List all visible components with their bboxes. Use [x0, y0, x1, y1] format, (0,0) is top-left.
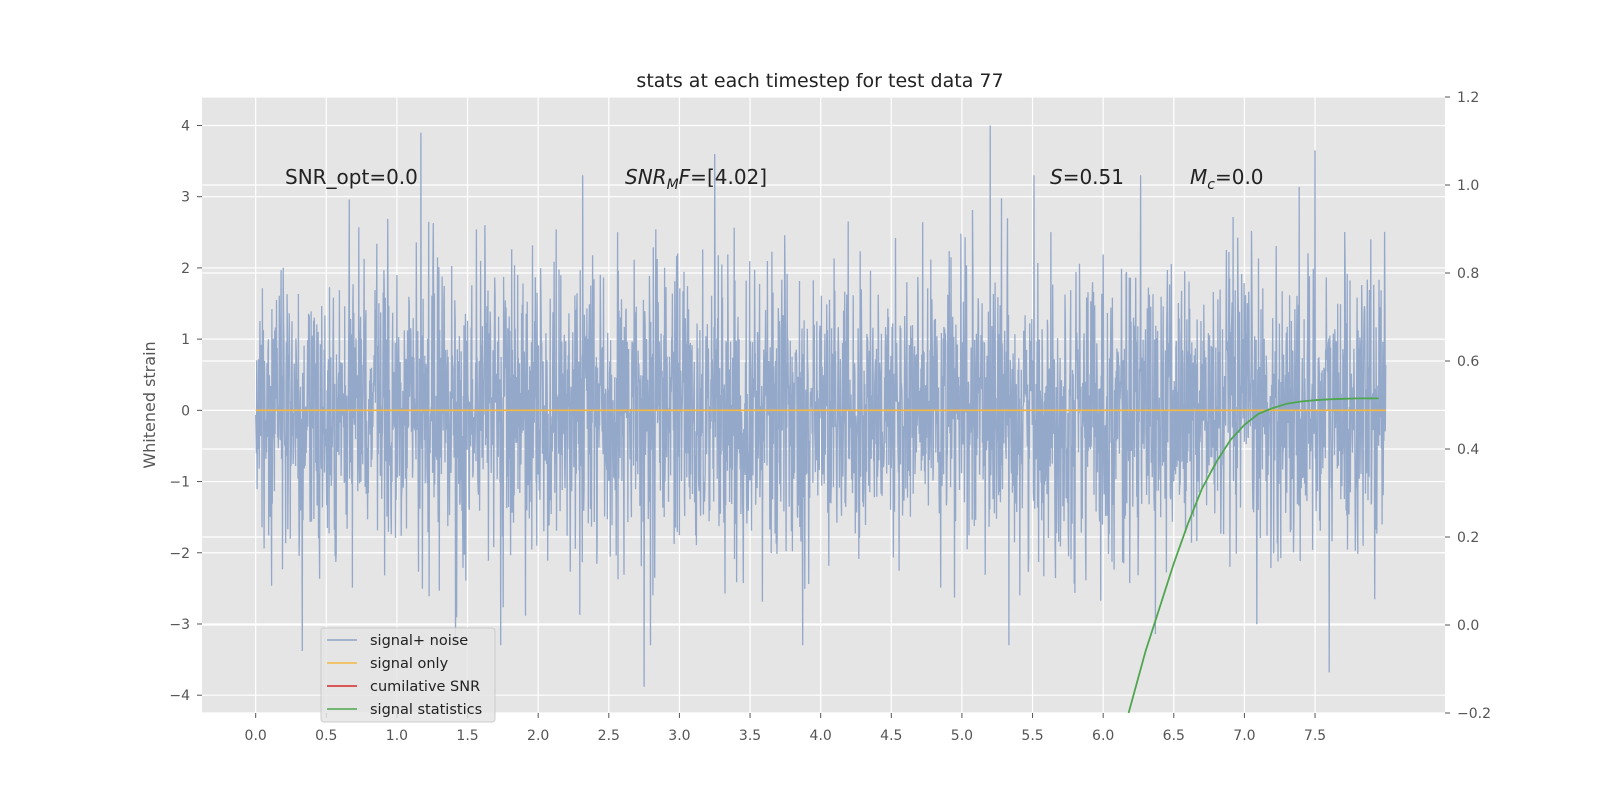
legend-label-signal-statistics: signal statistics: [370, 702, 482, 718]
legend-box: [320, 627, 496, 723]
y-tick-label: 3: [181, 190, 190, 206]
x-tick-label: 3.5: [739, 728, 761, 744]
x-tick-label: 5.5: [1021, 728, 1043, 744]
x-tick-label: 4.5: [880, 728, 902, 744]
x-axis: 0.0 0.5 1.0 1.5 2.0 2.5 3.0 3.5 4.0 4.5 5.0 5.5 6.0 6…: [245, 713, 1326, 744]
x-tick-label: 2.0: [527, 728, 549, 744]
annotation-snr-opt: SNR_opt=0.0: [285, 165, 418, 189]
signal-statistics-series: [1127, 397, 1379, 714]
legend-label-signal-noise: signal+ noise: [370, 633, 468, 649]
y-tick-label: 2: [181, 261, 190, 277]
y-tick-label: −1: [169, 475, 190, 491]
x-tick-label: 0.0: [245, 728, 267, 744]
x-tick-label: 1.5: [456, 728, 478, 744]
signal-noise-series: [255, 125, 1387, 687]
y2-tick-label: 0.0: [1457, 618, 1479, 634]
chart-title: stats at each timestep for test data 77: [636, 70, 1003, 92]
x-tick-label: 5.0: [951, 728, 973, 744]
x-tick-label: 1.0: [386, 728, 408, 744]
y-tick-label: 1: [181, 332, 190, 348]
y-axis-right: 1.2 1.0 0.8 0.6 0.4 0.2 0.0 −0.2: [1445, 90, 1491, 722]
y2-tick-label: 0.4: [1457, 442, 1479, 458]
x-tick-label: 7.5: [1304, 728, 1326, 744]
legend: signal+ noise signal only cumilative SNR…: [320, 627, 496, 723]
y-tick-label: −4: [169, 688, 190, 704]
annotation-snr-mf: SNRMF=[4.02]: [625, 165, 767, 193]
x-tick-label: 2.5: [598, 728, 620, 744]
x-tick-label: 4.0: [810, 728, 832, 744]
y-tick-label: −3: [169, 617, 190, 633]
x-tick-label: 7.0: [1233, 728, 1255, 744]
legend-label-signal-only: signal only: [370, 656, 449, 672]
y-axis-label: Whitened strain: [140, 341, 159, 468]
y2-tick-label: 0.8: [1457, 266, 1479, 282]
x-tick-label: 0.5: [315, 728, 337, 744]
annotation-mc: Mc=0.0: [1190, 165, 1264, 193]
y2-tick-label: −0.2: [1457, 706, 1491, 722]
y2-tick-label: 1.0: [1457, 178, 1479, 194]
annotation-s-stat: S=0.51: [1050, 165, 1124, 189]
x-tick-label: 6.5: [1163, 728, 1185, 744]
y-tick-label: 0: [181, 403, 190, 419]
legend-label-cumulative-snr: cumilative SNR: [370, 679, 480, 695]
signal-noise-line: [255, 125, 1387, 687]
y-tick-label: 4: [181, 118, 190, 134]
y-tick-label: −2: [169, 546, 190, 562]
x-tick-label: 3.0: [668, 728, 690, 744]
x-tick-label: 6.0: [1092, 728, 1114, 744]
signal-statistics-line: [1127, 397, 1379, 714]
y-axis-left: 4 3 2 1 0 −1 −2 −3 −4: [169, 118, 202, 704]
y2-tick-label: 0.6: [1457, 354, 1479, 370]
y2-tick-label: 1.2: [1457, 90, 1479, 106]
y2-tick-label: 0.2: [1457, 530, 1479, 546]
